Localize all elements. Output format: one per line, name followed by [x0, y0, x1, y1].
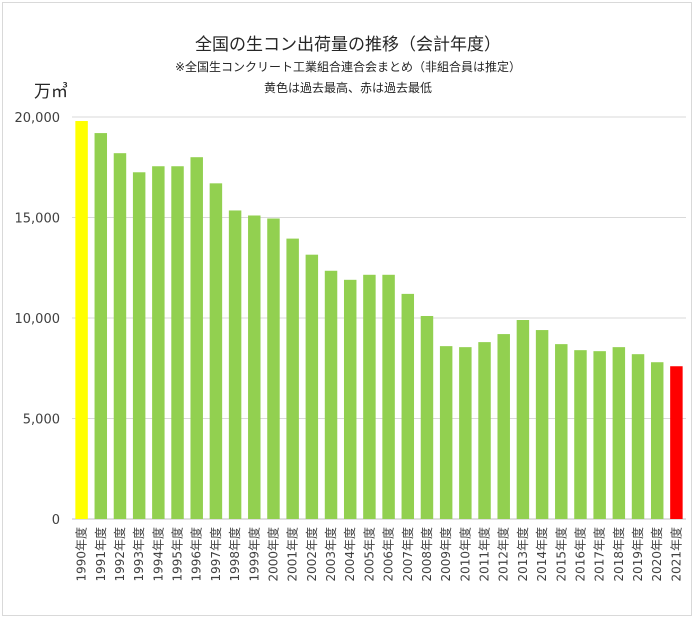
x-tick-label: 2021年度 [668, 527, 683, 582]
x-tick-label: 2019年度 [630, 527, 645, 582]
x-tick-label: 2020年度 [649, 527, 664, 582]
x-tick-label: 2002年度 [304, 527, 319, 582]
x-tick-label: 1993年度 [131, 527, 146, 582]
bar [228, 210, 242, 519]
x-tick-label: 2018年度 [611, 527, 626, 582]
bar [75, 121, 88, 520]
x-tick-label: 2005年度 [361, 527, 376, 582]
x-tick-label: 1991年度 [93, 527, 108, 582]
bar [535, 330, 549, 519]
bar [248, 215, 261, 520]
x-tick-label: 2006年度 [381, 527, 396, 582]
bar [190, 157, 203, 519]
bar [631, 354, 645, 519]
x-tick-label: 1997年度 [208, 527, 223, 582]
x-tick-label: 2016年度 [572, 527, 587, 582]
x-tick-label: 2015年度 [553, 527, 568, 582]
x-tick-label: 1999年度 [246, 527, 261, 582]
x-tick-label: 2009年度 [438, 527, 453, 582]
bar [574, 350, 587, 519]
bar [439, 346, 453, 519]
bar [132, 172, 146, 519]
x-tick-label: 2000年度 [265, 527, 280, 582]
x-tick-label: 2014年度 [534, 527, 549, 582]
bar [555, 344, 568, 519]
bar [670, 366, 683, 519]
x-tick-label: 2012年度 [496, 527, 511, 582]
bar [171, 166, 184, 519]
bar [343, 279, 357, 519]
chart-subtitle: ※全国生コンクリート工業組合連合会まとめ（非組合員は推定） [174, 60, 522, 74]
bar [209, 183, 223, 519]
bar [420, 315, 434, 519]
bar [324, 270, 338, 519]
x-tick-label: 1992年度 [112, 527, 127, 582]
x-tick-label: 2004年度 [342, 527, 357, 582]
x-tick-label: 2013年度 [515, 527, 530, 582]
x-tick-label: 1998年度 [227, 527, 242, 582]
x-tick-label: 2007年度 [400, 527, 415, 582]
bar [497, 334, 510, 519]
chart-color-note: 黄色は過去最高、赤は過去最低 [263, 81, 432, 95]
y-tick-label: 10,000 [15, 312, 61, 327]
x-tick-label: 2001年度 [285, 527, 300, 582]
bar [650, 362, 664, 519]
bar [113, 153, 127, 519]
x-tick-label: 2011年度 [477, 527, 492, 582]
x-tick-label: 1995年度 [170, 527, 185, 582]
bar [382, 274, 395, 519]
y-tick-label: 20,000 [15, 111, 61, 126]
chart-title: 全国の生コン出荷量の推移（会計年度） [195, 35, 501, 55]
bar [516, 320, 530, 519]
bar [94, 133, 108, 519]
y-tick-label: 0 [52, 513, 60, 528]
x-tick-label: 2017年度 [592, 527, 607, 582]
x-tick-label: 1996年度 [189, 527, 204, 582]
x-tick-label: 2008年度 [419, 527, 434, 582]
x-tick-label: 1990年度 [74, 527, 89, 582]
bar [267, 218, 280, 519]
bar [593, 351, 606, 519]
bar [305, 254, 319, 519]
bar [401, 293, 415, 519]
x-tick-label: 1994年度 [150, 527, 165, 582]
bar [152, 166, 165, 519]
bar [286, 238, 299, 520]
bar [363, 274, 376, 519]
y-axis-unit-label: 万㎥ [34, 82, 68, 102]
y-tick-label: 15,000 [15, 212, 61, 227]
bar [612, 347, 626, 519]
y-tick-label: 5,000 [23, 413, 60, 428]
x-tick-label: 2010年度 [457, 527, 472, 582]
bar [459, 347, 472, 519]
x-tick-label: 2003年度 [323, 527, 338, 582]
bar [478, 342, 491, 519]
